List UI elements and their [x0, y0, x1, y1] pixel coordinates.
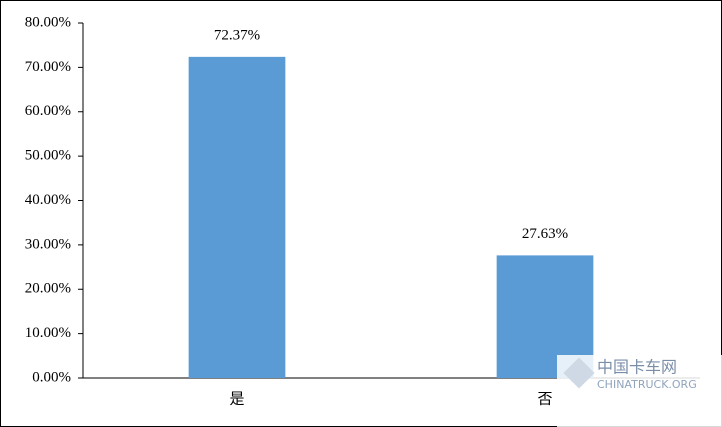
y-tick-label: 30.00%: [25, 236, 71, 252]
y-tick-label: 80.00%: [25, 14, 71, 30]
watermark: 中国卡车网 CHINATRUCK.ORG: [557, 355, 722, 427]
bar: [188, 56, 286, 378]
watermark-logo: [563, 357, 595, 389]
y-tick-label: 40.00%: [25, 192, 71, 208]
value-label: 72.37%: [214, 27, 260, 43]
y-tick-label: 70.00%: [25, 59, 71, 75]
x-tick-label: 否: [537, 391, 552, 407]
value-label: 27.63%: [522, 226, 568, 242]
watermark-subtitle: CHINATRUCK.ORG: [597, 378, 697, 391]
y-tick-label: 50.00%: [25, 148, 71, 164]
y-tick-label: 60.00%: [25, 103, 71, 119]
watermark-title: 中国卡车网: [597, 358, 677, 377]
y-tick-label: 0.00%: [32, 369, 71, 385]
y-tick-label: 20.00%: [25, 281, 71, 297]
x-tick-label: 是: [229, 391, 244, 407]
y-tick-label: 10.00%: [25, 325, 71, 341]
